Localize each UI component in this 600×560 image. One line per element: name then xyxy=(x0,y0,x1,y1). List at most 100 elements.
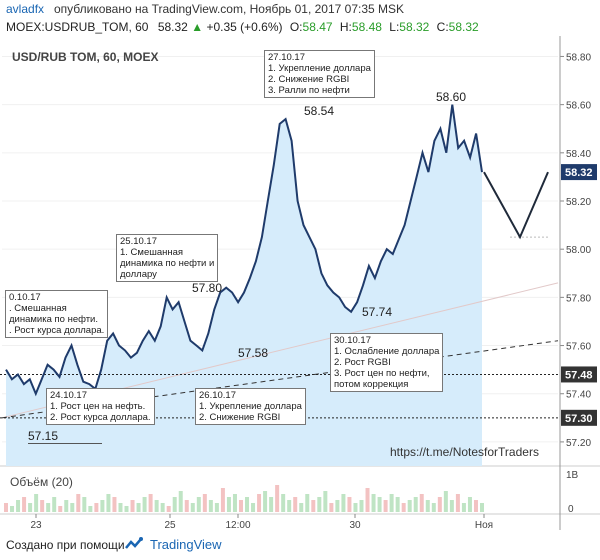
level-tag-label: 57.30 xyxy=(565,413,593,425)
volume-bar xyxy=(407,500,412,512)
low-label: L: xyxy=(389,20,400,34)
volume-bar xyxy=(359,500,364,512)
price-line xyxy=(5,104,483,397)
volume-bar xyxy=(64,500,69,512)
volume-bar xyxy=(437,497,442,512)
y-tick-label: 58.80 xyxy=(566,52,591,63)
volume-bar xyxy=(34,494,39,512)
volume-bar xyxy=(371,494,376,512)
volume-bar xyxy=(245,497,250,512)
volume-bar xyxy=(275,485,280,512)
y-tick-label: 57.40 xyxy=(566,390,591,401)
volume-bar xyxy=(166,506,171,512)
tradingview-link[interactable]: TradingView xyxy=(150,537,222,552)
volume-bar xyxy=(347,497,352,512)
volume-bar xyxy=(467,497,472,512)
volume-bar xyxy=(425,500,430,512)
volume-bar xyxy=(293,497,298,512)
volume-bar xyxy=(251,503,256,512)
up-arrow-icon: ▲ xyxy=(191,20,204,34)
x-tick-label: 25 xyxy=(164,520,176,530)
volume-bars xyxy=(4,485,484,512)
volume-bar xyxy=(443,491,448,512)
volume-bar xyxy=(263,491,268,512)
volume-bar xyxy=(353,503,358,512)
volume-bar xyxy=(196,497,201,512)
volume-bar xyxy=(100,500,105,512)
volume-bar xyxy=(136,503,141,512)
close-value: 58.32 xyxy=(448,20,479,34)
price-label: 58.54 xyxy=(304,104,335,118)
volume-bar xyxy=(257,494,262,512)
watermark-text: https://t.me/NotesforTraders xyxy=(390,445,539,459)
projection-line xyxy=(483,171,549,240)
price-label: 57.74 xyxy=(362,305,393,319)
volume-bar xyxy=(208,500,213,512)
annotation-box: 25.10.17 1. Смешанная динамика по нефти … xyxy=(116,234,219,282)
volume-tick-label: 1B xyxy=(566,470,579,481)
volume-tick-label: 0 xyxy=(568,504,574,515)
volume-bar xyxy=(335,500,340,512)
current-price-tag xyxy=(561,164,597,181)
volume-bar xyxy=(76,494,81,512)
volume-bar xyxy=(172,497,177,512)
volume-bar xyxy=(82,497,87,512)
volume-bar xyxy=(70,503,75,512)
volume-bar xyxy=(269,497,274,512)
volume-bar xyxy=(317,497,322,512)
annotation-box: 30.10.17 1. Ослабление доллара 2. Рост R… xyxy=(330,333,444,392)
volume-bar xyxy=(305,494,310,512)
volume-bar xyxy=(220,488,225,512)
volume-bar xyxy=(365,488,370,512)
volume-bar xyxy=(473,500,478,512)
volume-bar xyxy=(16,500,21,512)
volume-bar xyxy=(455,494,460,512)
volume-bar xyxy=(118,503,123,512)
price-label: 57.80 xyxy=(192,281,223,295)
change-value: +0.35 (+0.6%) xyxy=(206,20,283,34)
volume-bar xyxy=(377,497,382,512)
volume-bar xyxy=(130,500,135,512)
level-tag-label: 57.48 xyxy=(565,369,593,381)
volume-label: Объём (20) xyxy=(10,475,73,489)
price-label: 58.60 xyxy=(436,90,467,104)
price-value: 58.32 xyxy=(157,20,188,34)
low-value: 58.32 xyxy=(399,20,430,34)
volume-bar xyxy=(401,503,406,512)
footer: Создано при помощи TradingView xyxy=(0,530,600,560)
volume-bar xyxy=(124,506,129,512)
volume-bar xyxy=(28,503,33,512)
published-text: опубликовано на TradingView.com, Ноябрь … xyxy=(54,2,405,16)
volume-bar xyxy=(154,500,159,512)
annotation-box: 24.10.17 1. Рост цен на нефть. 2. Рост к… xyxy=(46,388,155,425)
made-with-text: Создано при помощи xyxy=(6,538,125,552)
volume-bar xyxy=(112,497,117,512)
volume-bar xyxy=(323,491,328,512)
volume-bar xyxy=(287,500,292,512)
volume-bar xyxy=(148,494,153,512)
y-tick-label: 57.60 xyxy=(566,342,591,353)
volume-bar xyxy=(106,494,111,512)
level-tag xyxy=(561,409,597,426)
volume-bar xyxy=(341,494,346,512)
volume-bar xyxy=(329,503,334,512)
volume-bar xyxy=(94,503,99,512)
price-chart[interactable]: 57.48 57.30 58.80 58.60 58.40 58.20 58.00 57.8… xyxy=(0,36,600,530)
author-link[interactable]: avladfx xyxy=(6,2,45,16)
volume-bar xyxy=(40,500,45,512)
volume-bar xyxy=(4,503,8,512)
x-tick-label: 23 xyxy=(30,520,42,530)
volume-bar xyxy=(395,497,400,512)
price-label: 57.58 xyxy=(238,346,269,360)
volume-bar xyxy=(214,503,219,512)
volume-bar xyxy=(413,497,418,512)
annotation-box: 27.10.17 1. Укрепление доллара 2. Снижен… xyxy=(264,50,375,98)
volume-bar xyxy=(461,503,466,512)
volume-bar xyxy=(22,497,27,512)
close-label: C: xyxy=(436,20,449,34)
y-tick-label: 58.40 xyxy=(566,149,591,160)
high-label: H: xyxy=(339,20,352,34)
chart-title: USD/RUB TOM, 60, MOEX xyxy=(12,50,158,64)
open-value: 58.47 xyxy=(302,20,333,34)
volume-bar xyxy=(311,500,316,512)
